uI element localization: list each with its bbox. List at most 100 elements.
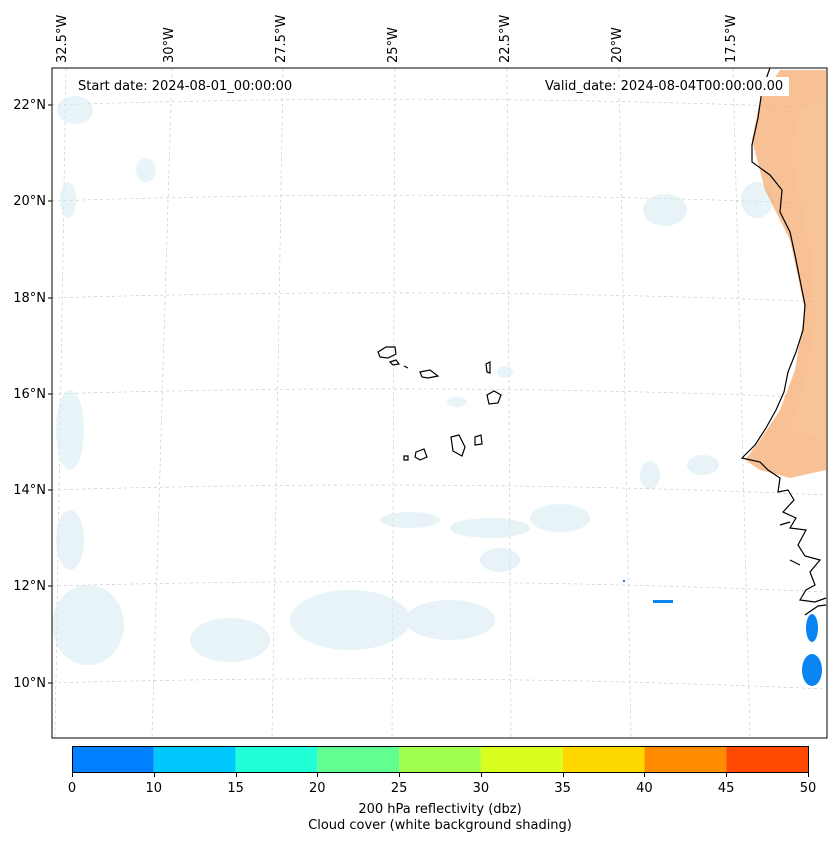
- colorbar-segment: [480, 746, 563, 772]
- lon-label: 27.5°W: [274, 14, 289, 63]
- african-coastline: [740, 67, 827, 616]
- meridian-17-5w: [732, 67, 751, 739]
- valid-date-label: Valid_date: 2024-08-04T00:00:00.00: [539, 77, 790, 96]
- meridian-30w: [151, 67, 173, 739]
- colorbar-tick-mark: [726, 772, 728, 777]
- colorbar-tick-mark: [72, 772, 73, 777]
- colorbar-border: [72, 746, 809, 773]
- colorbar-tick-label: 35: [554, 781, 571, 796]
- blue-cell: [653, 600, 673, 603]
- colorbar-segment: [72, 746, 154, 772]
- lat-label: 10°N: [13, 676, 46, 691]
- parallel-14n: [51, 484, 827, 496]
- colorbar-tick-mark: [480, 772, 482, 777]
- cloud-patch: [52, 585, 124, 665]
- cloud-patch: [136, 158, 156, 182]
- cloud-patch: [56, 390, 84, 470]
- cloud-patch: [741, 182, 773, 218]
- cloud-patch: [57, 96, 93, 124]
- reflectivity-blue: [623, 580, 822, 686]
- lat-label: 12°N: [13, 579, 46, 594]
- meridian-27-5w: [271, 67, 284, 739]
- parallel-22n: [51, 98, 827, 109]
- colorbar-tick-mark: [399, 772, 401, 777]
- island-sao-vicente: [388, 359, 401, 366]
- colorbar: [72, 746, 809, 773]
- cloud-patch: [497, 366, 513, 378]
- cloud-patch: [190, 618, 270, 662]
- cloud-patch: [640, 461, 660, 489]
- cloud-patch: [530, 504, 590, 532]
- cloud-patch: [643, 194, 687, 226]
- colorbar-tick-label: 20: [309, 781, 326, 796]
- lon-label: 25°W: [386, 27, 401, 63]
- colorbar-tick-label: 40: [636, 781, 653, 796]
- meridian-22-5w: [506, 67, 512, 739]
- colorbar-tick-mark: [644, 772, 646, 777]
- parallel-16n: [51, 388, 827, 399]
- lat-label: 14°N: [13, 483, 46, 498]
- island-boa-vista: [486, 390, 502, 405]
- reflectivity-region-orange-light: [790, 95, 826, 440]
- cloud-patch: [290, 590, 410, 650]
- cloud-cover: [52, 96, 773, 665]
- colorbar-tick-label: 50: [799, 781, 817, 796]
- lat-label: 16°N: [13, 387, 46, 402]
- colorbar-tick-label: 10: [145, 781, 163, 796]
- lon-label: 20°W: [610, 27, 625, 63]
- colorbar-segment: [644, 746, 727, 772]
- cloud-patch: [380, 512, 440, 528]
- lon-label: 22.5°W: [498, 14, 513, 63]
- colorbar-tick-label: 30: [472, 781, 490, 796]
- colorbar-tick-label: 0: [67, 781, 77, 796]
- colorbar-tick-label: 25: [390, 781, 408, 796]
- colorbar-segment: [235, 746, 318, 772]
- cape-verde-islands: [377, 346, 502, 461]
- colorbar-title: 200 hPa reflectivity (dbz): [358, 802, 522, 817]
- colorbar-tick-mark: [153, 772, 155, 777]
- island-santa-luzia: [403, 365, 409, 369]
- colorbar-tick-mark: [317, 772, 319, 777]
- island-sao-nicolau: [419, 369, 440, 379]
- island-santiago: [450, 434, 466, 457]
- cloud-patch: [60, 182, 76, 218]
- colorbar-subtitle: Cloud cover (white background shading): [308, 818, 572, 833]
- parallel-10n: [51, 678, 827, 690]
- cloud-patch: [405, 600, 495, 640]
- colorbar-segment: [153, 746, 236, 772]
- parallel-20n: [51, 194, 827, 205]
- cloud-patch: [447, 397, 467, 407]
- cloud-patch: [480, 548, 520, 572]
- lon-label: 32.5°W: [55, 14, 70, 63]
- start-date-label: Start date: 2024-08-01_00:00:00: [72, 77, 299, 96]
- parallel-18n: [51, 292, 827, 303]
- island-maio: [474, 434, 483, 446]
- cloud-patch: [450, 518, 530, 538]
- colorbar-tick-mark: [562, 772, 564, 777]
- map-border: [51, 67, 828, 739]
- island-brava: [403, 455, 409, 461]
- lat-label: 22°N: [13, 98, 46, 113]
- blue-cell: [806, 614, 818, 642]
- cloud-patch: [687, 455, 719, 475]
- colorbar-segment: [399, 746, 481, 772]
- colorbar-tick-mark: [235, 772, 237, 777]
- island-fogo: [414, 448, 428, 461]
- parallel-12n: [51, 581, 827, 593]
- colorbar-segment: [317, 746, 400, 772]
- colorbar-segment: [726, 746, 808, 772]
- blue-cell: [623, 580, 625, 582]
- island-santo-antao: [377, 346, 397, 359]
- meridian-20w: [618, 67, 632, 739]
- lon-label: 30°W: [162, 27, 177, 63]
- lon-label: 17.5°W: [724, 14, 739, 63]
- island-sal: [485, 361, 491, 374]
- colorbar-segment: [562, 746, 645, 772]
- cloud-patch: [56, 510, 84, 570]
- colorbar-tick-mark: [808, 772, 809, 777]
- colorbar-tick-label: 45: [717, 781, 735, 796]
- colorbar-tick-label: 15: [227, 781, 244, 796]
- lat-label: 18°N: [13, 291, 46, 306]
- lat-label: 20°N: [13, 194, 46, 209]
